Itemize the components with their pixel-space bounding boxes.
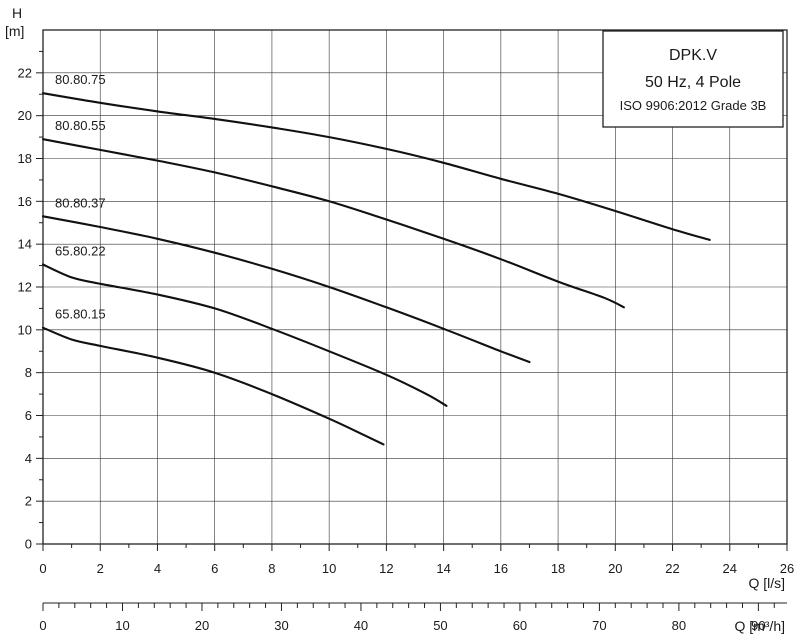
x2-tick-label: 90	[751, 618, 765, 633]
y-tick-label: 4	[25, 451, 32, 466]
x-tick-label: 22	[665, 561, 679, 576]
x2-axis-label: Q [m³/h]	[734, 618, 785, 634]
y-axis-unit: [m]	[5, 23, 24, 39]
curve-label-80.80.75: 80.80.75	[55, 72, 106, 87]
y-tick-label: 6	[25, 408, 32, 423]
x-tick-label: 6	[211, 561, 218, 576]
x-tick-label: 20	[608, 561, 622, 576]
x-tick-label: 18	[551, 561, 565, 576]
x-tick-label: 0	[39, 561, 46, 576]
x-tick-label: 26	[780, 561, 794, 576]
x2-tick-label: 80	[672, 618, 686, 633]
y-tick-label: 20	[18, 108, 32, 123]
y-tick-label: 8	[25, 365, 32, 380]
curve-65.80.15	[41, 326, 385, 446]
x2-tick-label: 20	[195, 618, 209, 633]
x-tick-label: 16	[494, 561, 508, 576]
y-tick-label: 14	[18, 237, 32, 252]
x-tick-label: 2	[97, 561, 104, 576]
x2-tick-label: 10	[115, 618, 129, 633]
x-tick-label: 4	[154, 561, 161, 576]
curves: 80.80.75 80.80.55 80.80.37 65.80.22 65.80.15	[41, 72, 711, 446]
x-tick-label: 8	[268, 561, 275, 576]
x2-tick-label: 0	[39, 618, 46, 633]
info-box-frame	[602, 30, 784, 128]
y-tick-label: 16	[18, 194, 32, 209]
y-tick-label: 10	[18, 322, 32, 337]
y-tick-label: 2	[25, 494, 32, 509]
x-tick-label: 24	[723, 561, 737, 576]
x-tick-label: 10	[322, 561, 336, 576]
x2-tick-label: 70	[592, 618, 606, 633]
x2-tick-label: 30	[274, 618, 288, 633]
info-frequency: 50 Hz, 4 Pole	[645, 74, 741, 91]
curve-label-80.80.37: 80.80.37	[55, 195, 106, 210]
curve-label-80.80.55: 80.80.55	[55, 118, 106, 133]
axis-ticks: 0 2 4 6 8 10 12 14 16 18 20 22 24 2602468101214161820…	[18, 50, 794, 633]
x2-tick-label: 50	[433, 618, 447, 633]
x-tick-label: 14	[436, 561, 450, 576]
curve-label-65.80.22: 65.80.22	[55, 244, 106, 259]
curve-80.80.75	[41, 92, 711, 241]
curve-80.80.55	[41, 138, 625, 309]
y-tick-label: 0	[25, 537, 32, 552]
x-tick-label: 12	[379, 561, 393, 576]
curve-80.80.37	[41, 215, 531, 364]
curve-65.80.22	[41, 263, 448, 407]
y-tick-label: 18	[18, 151, 32, 166]
info-standard: ISO 9906:2012 Grade 3B	[620, 98, 767, 113]
y-axis-symbol: H	[12, 5, 22, 21]
info-title: DPK.V	[669, 47, 717, 64]
x2-tick-label: 60	[513, 618, 527, 633]
x-axis-label: Q [l/s]	[748, 575, 785, 591]
y-tick-label: 12	[18, 280, 32, 295]
x2-tick-label: 40	[354, 618, 368, 633]
y-tick-label: 22	[18, 65, 32, 80]
curve-label-65.80.15: 65.80.15	[55, 307, 106, 322]
info-box: DPK.V 50 Hz, 4 Pole ISO 9906:2012 Grade …	[602, 30, 784, 128]
